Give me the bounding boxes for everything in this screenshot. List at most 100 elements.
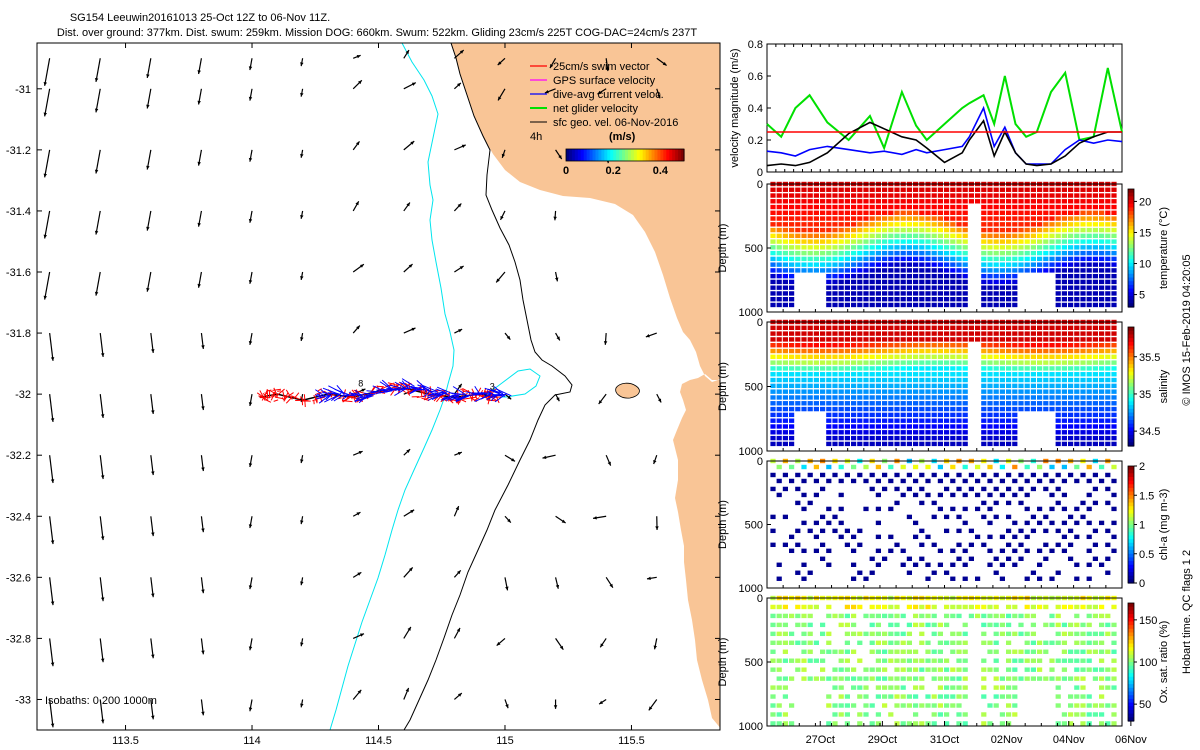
section-sample [851,383,857,389]
section-sample [956,430,962,435]
dac-vector [351,392,364,398]
section-sample [993,613,999,619]
colorbar-cell [630,149,635,161]
section-sample [1049,478,1055,484]
section-sample [807,383,813,389]
section-sample [987,703,993,708]
section-sample [1111,222,1117,227]
section-sample [1024,256,1030,262]
section-sample [1055,412,1061,418]
section-colorbar-frame [1127,188,1135,308]
section-sample [1018,239,1024,244]
section-sample [1037,216,1043,221]
section-sample [944,694,950,699]
section-sample [894,676,900,681]
section-sample [863,239,869,244]
section-sample [956,279,962,285]
section-sample [906,291,912,296]
section-sample [888,622,894,628]
section-sample [882,694,888,699]
section-sample [863,613,869,619]
section-sample [1043,210,1049,215]
section-sample [1006,622,1012,628]
section-sample [900,360,906,365]
section-sample [857,233,863,239]
map-y-tick-label: -32.4 [6,511,31,523]
section-sample [1012,703,1018,708]
section-sample [925,256,931,262]
section-sample [820,649,826,654]
section-sample [844,372,850,377]
section-sample [857,366,863,371]
section-sample [1080,199,1086,204]
section-sample [1111,631,1117,637]
section-sample [1018,372,1024,377]
section-sample [795,372,801,377]
section-sample [999,478,1005,484]
section-sample [1006,631,1012,637]
section-sample [1030,239,1036,244]
section-sample [776,492,782,498]
section-sample [931,631,937,637]
section-sample [937,492,943,498]
section-sample [1074,239,1080,244]
section-sample [906,343,912,348]
section-sample [906,245,912,250]
swim-vector [272,388,282,391]
section-sample [1111,325,1117,331]
section-colorbar-cell [1128,405,1134,410]
section-sample [795,245,801,250]
geo-vector-head [248,96,253,101]
section-sample [844,649,850,654]
section-sample [1099,685,1105,690]
section-sample [807,239,813,244]
section-sample [782,204,788,210]
section-sample [894,204,900,210]
geo-vector-head [605,67,610,72]
section-sample [1061,216,1067,221]
section-colorbar-cell [1128,484,1134,489]
section-sample [820,542,826,548]
section-sample [962,649,968,654]
section-sample [838,441,844,447]
section-sample [789,360,795,365]
section-colorbar-frame [1127,326,1135,447]
geo-vector-head [248,707,253,712]
section-colorbar-cell [1128,617,1134,623]
section-sample [993,703,999,708]
section-sample [1012,245,1018,250]
section-sample [1111,676,1117,681]
section-sample [919,337,925,342]
section-sample [993,430,999,435]
section-sample [801,576,807,581]
section-sample [844,325,850,331]
geo-vector-head [94,78,99,82]
section-sample [869,279,875,285]
section-sample [962,268,968,273]
section-sample [913,372,919,377]
section-sample [782,389,788,394]
section-colorbar-cell [1128,495,1134,500]
swim-vector [265,389,272,392]
section-sample [968,199,974,204]
section-sample [1099,262,1105,267]
section-sample [851,256,857,262]
section-sample [869,622,875,628]
geo-vector [99,699,104,724]
section-sample [863,262,869,267]
section-sample [863,222,869,227]
section-sample [863,210,869,215]
section-sample [1074,676,1080,681]
geo-vector-head [300,276,304,280]
section-colorbar-cell [1128,546,1134,551]
section-sample [937,631,943,637]
section-sample [1111,302,1117,308]
section-colorbar-cell [1128,349,1134,354]
section-colorbar-cell [1128,427,1134,432]
section-sample [1092,343,1098,348]
section-sample [838,478,844,484]
section-colorbar-label: Ox. sat. ratio (%) [1158,621,1170,704]
section-sample [937,441,943,447]
section-sample [981,354,987,360]
section-y-tick-label: 1000 [739,446,763,458]
